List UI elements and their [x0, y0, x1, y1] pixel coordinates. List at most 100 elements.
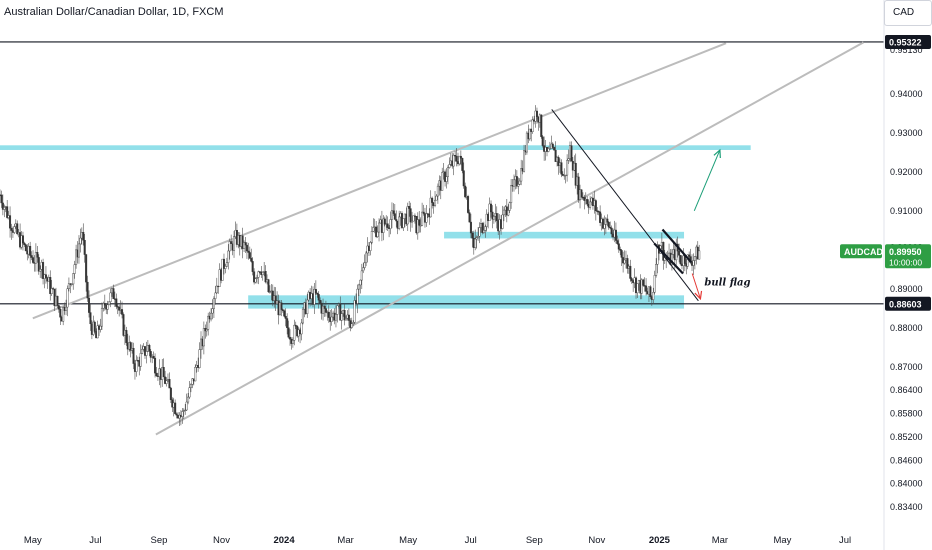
candle-down	[594, 200, 597, 212]
candle-down	[386, 223, 389, 228]
candle-down	[175, 413, 178, 416]
price-tick-label: 0.84000	[890, 479, 923, 489]
candle-up	[73, 264, 76, 274]
candle-down	[471, 232, 474, 239]
price-tick-label: 0.91000	[890, 206, 923, 216]
symbol-tag-text: AUDCAD	[844, 247, 883, 257]
candle-up	[145, 351, 148, 356]
candle-up	[215, 285, 218, 294]
candle-up	[360, 270, 363, 281]
flag-line	[661, 228, 693, 263]
candle-up	[520, 168, 523, 182]
candle-down	[85, 254, 88, 283]
candle-down	[541, 136, 544, 146]
candle-down	[281, 309, 284, 311]
candle-down	[393, 213, 396, 220]
candle-down	[245, 244, 248, 252]
candle-down	[168, 379, 171, 389]
bullish-projection-arrow	[693, 149, 721, 211]
candle-up	[345, 318, 348, 321]
candle-down	[16, 223, 19, 235]
level-tag-bg	[885, 296, 931, 311]
candle-up	[210, 312, 213, 320]
candle-down	[129, 342, 132, 351]
candle-up	[189, 384, 192, 388]
time-tick-label: 2024	[273, 535, 295, 546]
candle-down	[83, 239, 86, 255]
candle-up	[411, 220, 414, 223]
candle-down	[679, 255, 682, 265]
candle-down	[44, 274, 47, 279]
candle-up	[188, 387, 191, 398]
candle-down	[280, 302, 283, 310]
candle-up	[525, 132, 528, 153]
candle-down	[317, 294, 320, 301]
candle-up	[336, 305, 339, 315]
price-axis[interactable]: 0.83400 0.84000 0.84600 0.85200 0.85800 0.864…	[883, 0, 923, 550]
candle-down	[535, 110, 538, 118]
candle-up	[501, 214, 504, 229]
candle-up	[653, 275, 656, 293]
bearish-projection-arrow-head	[694, 290, 703, 301]
candle-up	[211, 308, 214, 314]
currency-button[interactable]: CAD	[884, 0, 932, 26]
candle-up	[518, 180, 521, 185]
bullish-projection-arrow-head	[713, 148, 721, 158]
candle-up	[376, 231, 379, 237]
candle-down	[616, 240, 619, 244]
candle-down	[30, 255, 33, 258]
candle-up	[362, 267, 365, 272]
candle-down	[602, 218, 605, 229]
candle-down	[155, 372, 158, 377]
candle-up	[293, 324, 296, 341]
candle-up	[185, 401, 188, 411]
candle-up	[517, 184, 520, 187]
candle-down	[408, 206, 411, 209]
candle-down	[23, 242, 26, 245]
candle-down	[230, 241, 233, 244]
candle-up	[458, 155, 461, 165]
candle-up	[184, 409, 187, 411]
candle-up	[66, 288, 69, 308]
candle-down	[0, 194, 3, 204]
level-tag-text: 0.88603	[889, 299, 922, 309]
levels-layer	[0, 41, 884, 305]
candle-down	[164, 376, 167, 384]
candle-down	[560, 162, 563, 175]
candle-down	[323, 305, 326, 309]
candle-down	[82, 232, 85, 241]
candle-down	[324, 308, 327, 313]
candle-up	[228, 241, 231, 252]
candle-up	[255, 277, 258, 280]
candle-up	[62, 306, 65, 322]
time-tick-label: May	[399, 535, 417, 546]
candle-down	[121, 309, 124, 315]
candle-down	[125, 330, 128, 343]
candle-up	[507, 210, 510, 216]
candle-down	[115, 298, 118, 307]
candle-down	[462, 170, 465, 187]
time-tick-label: Mar	[712, 535, 728, 546]
time-tick-label: Sep	[526, 535, 543, 546]
candle-up	[77, 243, 80, 258]
candle-up	[70, 283, 73, 285]
candle-up	[233, 236, 236, 251]
candle-down	[286, 318, 289, 329]
candle-up	[652, 292, 655, 300]
candle-down	[609, 226, 612, 229]
candle-up	[436, 185, 439, 197]
price-tick-label: 0.93000	[890, 128, 923, 138]
candle-down	[610, 227, 613, 235]
candle-down	[554, 149, 557, 162]
candle-up	[205, 329, 208, 332]
price-tick-label: 0.84600	[890, 455, 923, 465]
candle-up	[268, 291, 271, 293]
time-axis[interactable]: May Jul Sep Nov 2024 Mar May Jul Sep Nov 2025 Mar Ma…	[24, 535, 851, 546]
candle-up	[636, 283, 639, 294]
time-tick-label: May	[773, 535, 791, 546]
candle-down	[284, 315, 287, 319]
last-price-text: 0.89950	[889, 247, 922, 257]
candle-down	[515, 176, 518, 187]
candle-down	[431, 197, 434, 203]
